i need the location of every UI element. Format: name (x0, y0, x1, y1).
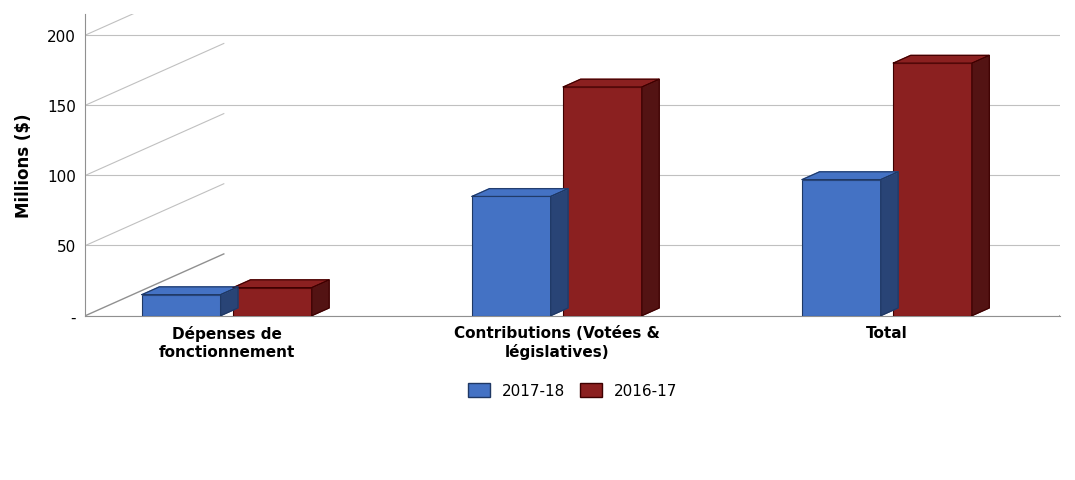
Bar (893, 64, 972, 316)
Polygon shape (550, 189, 568, 316)
Bar (802, 180, 880, 316)
Polygon shape (233, 280, 329, 288)
Polygon shape (472, 189, 568, 197)
Bar (472, 197, 550, 316)
Polygon shape (642, 80, 659, 316)
Polygon shape (880, 172, 898, 316)
Polygon shape (802, 172, 898, 180)
Bar (142, 295, 220, 316)
Y-axis label: Millions ($): Millions ($) (15, 113, 33, 217)
Legend: 2017-18, 2016-17: 2017-18, 2016-17 (462, 377, 684, 405)
Polygon shape (972, 56, 989, 316)
Polygon shape (142, 288, 238, 295)
Polygon shape (563, 80, 659, 88)
Bar (233, 288, 312, 316)
Polygon shape (893, 56, 989, 64)
Polygon shape (220, 288, 238, 316)
Bar (563, 88, 642, 316)
Polygon shape (312, 280, 329, 316)
